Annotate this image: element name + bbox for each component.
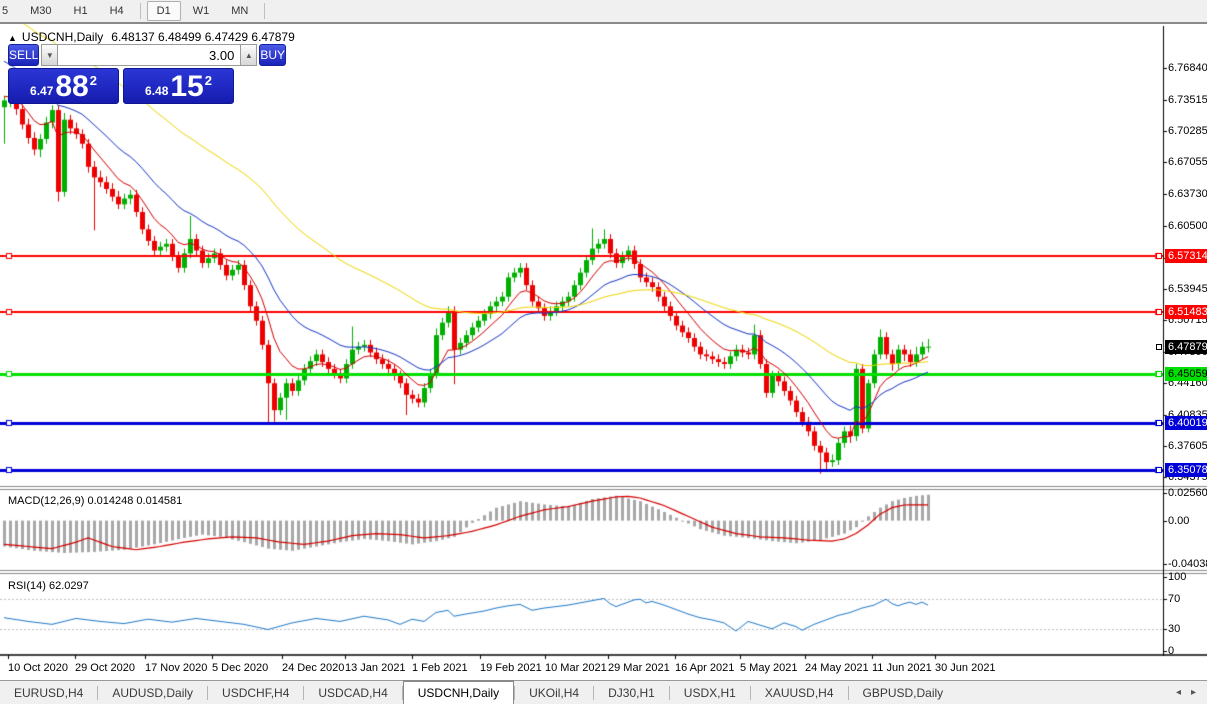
buy-price-pips: 15 — [170, 70, 204, 103]
toolbar-separator — [139, 3, 141, 19]
chart-symbol-label: USDCNH,Daily — [21, 30, 104, 44]
macd-axis-label: 0.00 — [1168, 515, 1190, 527]
one-click-trading-panel: SELL ▼ ▲ BUY 6.47 88 2 6.48 15 2 — [8, 44, 287, 104]
timeframe-button-MN[interactable]: MN — [231, 5, 249, 17]
tab-audusd-daily[interactable]: AUDUSD,Daily — [112, 685, 194, 700]
price-axis-label: 6.73515 — [1168, 94, 1207, 106]
tab-separator — [593, 685, 595, 700]
tab-separator — [749, 685, 751, 700]
date-axis-label: 29 Oct 2020 — [75, 662, 135, 674]
date-axis-label: 24 Dec 2020 — [282, 662, 345, 674]
date-axis-label: 10 Mar 2021 — [545, 662, 607, 674]
tab-separator — [303, 685, 305, 700]
timeframe-button-D1[interactable]: D1 — [146, 1, 181, 21]
date-axis-label: 5 May 2021 — [740, 662, 798, 674]
tab-separator — [207, 685, 209, 700]
date-axis-label: 17 Nov 2020 — [145, 662, 208, 674]
tab-usdcnh-daily[interactable]: USDCNH,Daily — [402, 680, 515, 704]
chart-header: ▲ USDCNH,Daily 6.48137 6.48499 6.47429 6.4… — [8, 30, 295, 44]
macd-axis-label: -0.040386 — [1168, 558, 1207, 570]
date-axis-label: 29 Mar 2021 — [608, 662, 670, 674]
sell-price-point: 2 — [89, 73, 97, 88]
price-axis-label: 6.63730 — [1168, 188, 1207, 200]
tab-usdx-h1[interactable]: USDX,H1 — [683, 685, 736, 700]
buy-price-point: 2 — [204, 73, 212, 88]
sell-price-handle: 6.47 — [30, 84, 54, 98]
badge-anchor-icon — [1156, 371, 1162, 377]
date-axis-label: 13 Jan 2021 — [345, 662, 406, 674]
price-axis-label: 6.67055 — [1168, 156, 1207, 168]
tab-separator — [97, 685, 99, 700]
sell-price-display[interactable]: 6.47 88 2 — [8, 68, 119, 104]
tab-usdchf-h4[interactable]: USDCHF,H4 — [222, 685, 290, 700]
buy-button[interactable]: BUY — [259, 44, 287, 66]
price-axis-label: 6.70285 — [1168, 125, 1207, 137]
date-axis-label: 24 May 2021 — [805, 662, 869, 674]
tab-dj30-h1[interactable]: DJ30,H1 — [608, 685, 655, 700]
date-axis-label: 5 Dec 2020 — [212, 662, 269, 674]
tab-separator — [847, 685, 849, 700]
tab-scroll-right-icon[interactable]: ▸ — [1190, 687, 1196, 698]
rsi-indicator-label: RSI(14) 62.0297 — [8, 580, 89, 592]
date-axis-label: 16 Apr 2021 — [675, 662, 735, 674]
date-axis-label: 11 Jun 2021 — [872, 662, 932, 674]
tab-ukoil-h4[interactable]: UKOil,H4 — [529, 685, 580, 700]
date-axis-label: 30 Jun 2021 — [935, 662, 996, 674]
volume-decrease-icon[interactable]: ▼ — [41, 44, 59, 66]
tab-separator — [514, 685, 516, 700]
sell-price-pips: 88 — [55, 70, 89, 103]
badge-anchor-icon — [1156, 467, 1162, 473]
symbol-tab-bar: EURUSD,H4 AUDUSD,Daily USDCHF,H4 USDCAD,H4 U… — [0, 680, 1207, 704]
badge-anchor-icon — [1156, 420, 1162, 426]
price-badge: 6.35078 — [1165, 463, 1207, 477]
tab-scroll-left-icon[interactable]: ◂ — [1175, 687, 1181, 698]
badge-anchor-icon — [1156, 309, 1162, 315]
macd-axis-label: 0.025609 — [1168, 487, 1207, 499]
rsi-axis-label: 0 — [1168, 645, 1175, 657]
date-axis-label: 1 Feb 2021 — [412, 662, 468, 674]
tab-xauusd-h4[interactable]: XAUUSD,H4 — [764, 685, 834, 700]
price-axis-label: 6.37605 — [1168, 440, 1207, 452]
timeframe-button-W1[interactable]: W1 — [192, 5, 210, 17]
timeframe-button-M30[interactable]: M30 — [30, 5, 52, 17]
tab-eurusd-h4[interactable]: EURUSD,H4 — [14, 685, 84, 700]
price-badge: 6.57314 — [1165, 249, 1207, 263]
date-axis-label: 10 Oct 2020 — [8, 662, 68, 674]
timeframe-button-H4[interactable]: H4 — [109, 5, 124, 17]
volume-input[interactable] — [58, 44, 241, 66]
rsi-axis-label: 70 — [1168, 593, 1181, 605]
date-axis-label: 19 Feb 2021 — [480, 662, 542, 674]
tab-separator — [401, 685, 403, 700]
tab-scroll-controls: ◂ ▸ — [1171, 681, 1207, 704]
tab-separator — [668, 685, 670, 700]
collapse-panel-icon[interactable]: ▲ — [8, 33, 17, 43]
price-badge: 6.40019 — [1165, 416, 1207, 430]
price-axis-label: 6.60500 — [1168, 220, 1207, 232]
price-axis-label: 6.53945 — [1168, 283, 1207, 295]
price-badge: 6.45059 — [1165, 367, 1207, 381]
chart-ohlc-values: 6.48137 6.48499 6.47429 6.47879 — [111, 30, 295, 44]
buy-price-handle: 6.48 — [145, 84, 169, 98]
sell-button[interactable]: SELL — [8, 44, 40, 66]
badge-anchor-icon — [1156, 253, 1162, 259]
buy-price-display[interactable]: 6.48 15 2 — [123, 68, 234, 104]
timeframe-button-5[interactable]: 5 — [2, 5, 9, 17]
rsi-axis-label: 100 — [1168, 571, 1187, 583]
timeframe-button-H1[interactable]: H1 — [73, 5, 88, 17]
badge-anchor-icon — [1156, 344, 1162, 350]
toolbar-separator — [264, 3, 266, 19]
price-badge: 6.47879 — [1165, 340, 1207, 354]
volume-increase-icon[interactable]: ▲ — [240, 44, 258, 66]
tab-gbpusd-daily[interactable]: GBPUSD,Daily — [862, 685, 944, 700]
rsi-axis-label: 30 — [1168, 623, 1181, 635]
tab-usdcad-h4[interactable]: USDCAD,H4 — [318, 685, 388, 700]
macd-indicator-label: MACD(12,26,9) 0.014248 0.014581 — [8, 495, 183, 507]
price-axis-label: 6.76840 — [1168, 62, 1207, 74]
price-badge: 6.51483 — [1165, 305, 1207, 319]
timeframe-toolbar: 5 M30 H1 H4 D1 W1 MN — [0, 0, 1207, 24]
